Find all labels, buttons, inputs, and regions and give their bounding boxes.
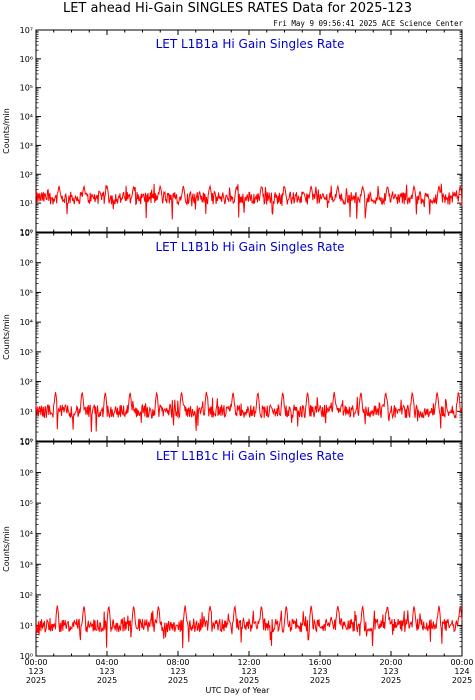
y-tick-label: 10⁷: [20, 26, 33, 35]
y-tick-label: 10⁴: [20, 530, 33, 539]
data-trace: [35, 391, 463, 432]
x-tick-label: 00:00: [450, 658, 473, 667]
x-tick-label: 2025: [26, 676, 46, 685]
y-tick-label: 10⁶: [20, 55, 33, 64]
y-tick-label: 10²: [20, 591, 33, 600]
x-tick-label: 20:00: [379, 658, 402, 667]
x-tick-label: 04:00: [95, 658, 118, 667]
data-trace: [35, 183, 463, 220]
y-tick-label: 10⁴: [20, 318, 33, 327]
x-tick-label: 123: [170, 667, 185, 676]
y-tick-label: 10⁷: [20, 229, 33, 238]
y-tick-label: 10⁰: [20, 652, 33, 661]
x-axis-label: UTC Day of Year: [205, 686, 270, 695]
y-tick-label: 10⁰: [20, 437, 33, 446]
y-tick-label: 10⁶: [20, 259, 33, 268]
x-tick-label: 2025: [381, 676, 401, 685]
x-tick-label: 16:00: [308, 658, 331, 667]
x-tick-label: 123: [99, 667, 114, 676]
y-axis-label: Counts/min: [2, 526, 11, 572]
y-tick-label: 10⁵: [20, 288, 33, 297]
x-tick-label: 123: [383, 667, 398, 676]
x-tick-label: 2025: [168, 676, 188, 685]
y-axis-label: Counts/min: [2, 108, 11, 154]
panel-title: LET L1B1c Hi Gain Singles Rate: [156, 449, 344, 463]
y-tick-label: 10¹: [20, 621, 33, 630]
y-tick-label: 10⁰: [20, 228, 33, 237]
x-tick-label: 2025: [452, 676, 472, 685]
y-tick-label: 10⁷: [20, 438, 33, 447]
y-tick-label: 10²: [20, 170, 33, 179]
y-tick-label: 10⁵: [20, 499, 33, 508]
y-tick-label: 10⁵: [20, 84, 33, 93]
page-title: LET ahead Hi-Gain SINGLES RATES Data for…: [62, 1, 413, 16]
x-tick-label: 123: [241, 667, 256, 676]
x-tick-label: 2025: [310, 676, 330, 685]
y-tick-label: 10³: [20, 560, 33, 569]
panel-title: LET L1B1a Hi Gain Singles Rate: [156, 37, 345, 51]
x-tick-label: 2025: [97, 676, 117, 685]
y-axis-label: Counts/min: [2, 314, 11, 360]
y-tick-label: 10⁴: [20, 113, 33, 122]
y-tick-label: 10⁶: [20, 469, 33, 478]
x-tick-label: 08:00: [166, 658, 189, 667]
y-tick-label: 10¹: [20, 407, 33, 416]
y-tick-label: 10³: [20, 141, 33, 150]
x-tick-label: 123: [312, 667, 327, 676]
x-tick-label: 124: [454, 667, 469, 676]
data-trace: [35, 604, 463, 649]
y-tick-label: 10¹: [20, 199, 33, 208]
x-tick-label: 123: [28, 667, 43, 676]
x-tick-label: 00:00: [24, 658, 47, 667]
y-tick-label: 10³: [20, 348, 33, 357]
panel-title: LET L1B1b Hi Gain Singles Rate: [155, 240, 344, 254]
x-tick-label: 2025: [239, 676, 259, 685]
timestamp: Fri May 9 09:56:41 2025 ACE Science Cent…: [273, 19, 463, 28]
y-tick-label: 10²: [20, 378, 33, 387]
x-tick-label: 12:00: [237, 658, 260, 667]
